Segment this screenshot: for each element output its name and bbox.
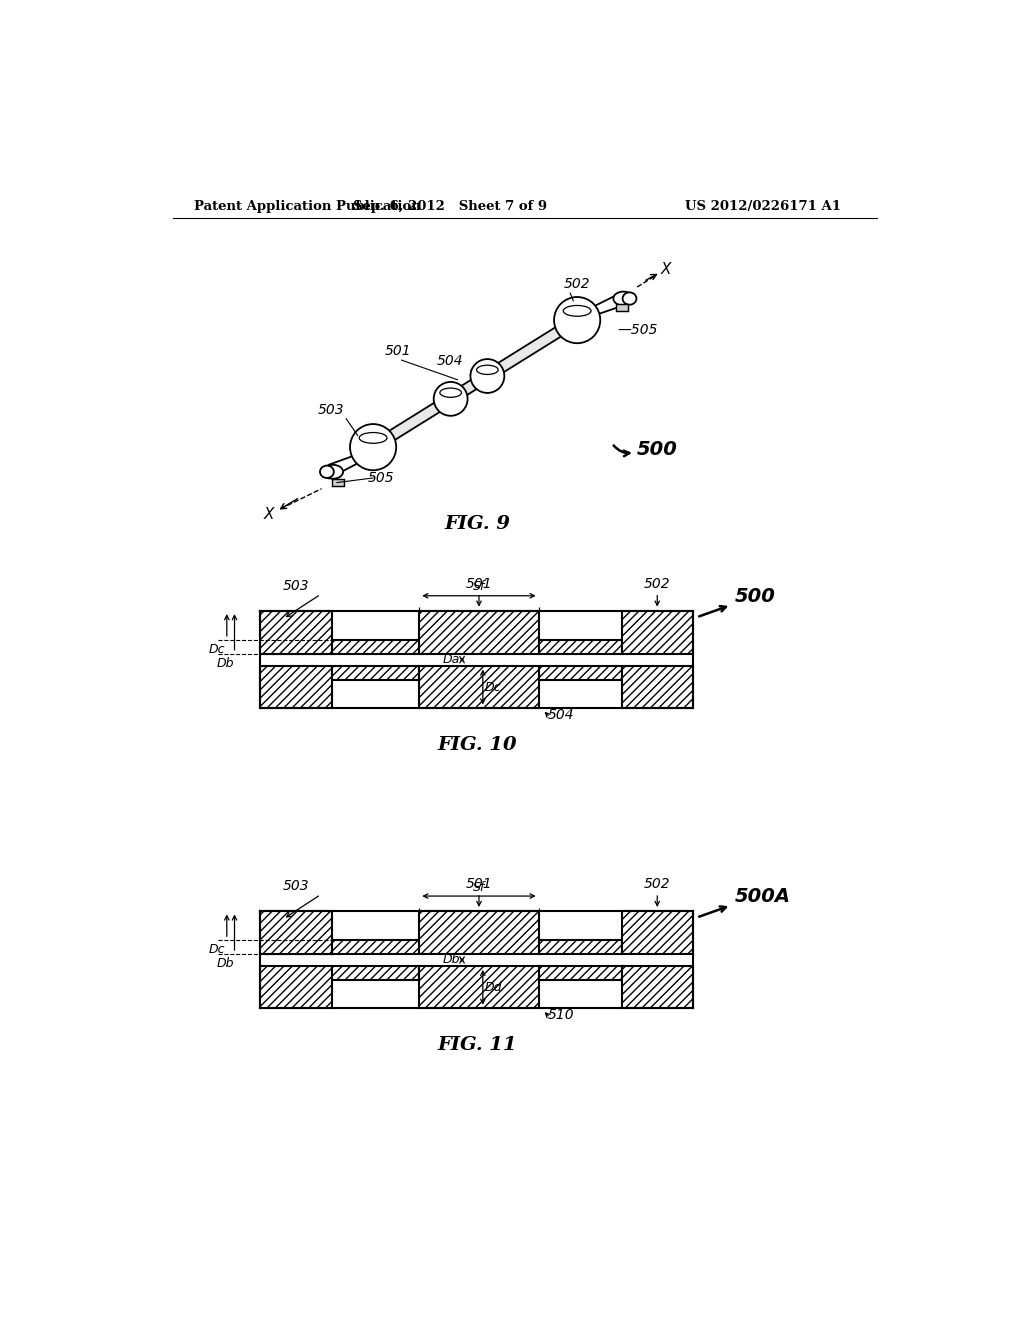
Text: Sf: Sf [473, 880, 485, 894]
Polygon shape [332, 479, 344, 486]
Circle shape [554, 297, 600, 343]
Text: 504: 504 [436, 354, 463, 368]
Ellipse shape [563, 305, 591, 317]
Text: 503: 503 [318, 403, 345, 417]
Text: Dc: Dc [209, 643, 225, 656]
Text: 500: 500 [637, 440, 678, 459]
Ellipse shape [440, 388, 462, 397]
Text: 501: 501 [385, 343, 412, 358]
Text: 501: 501 [466, 878, 493, 891]
Text: 502: 502 [644, 878, 671, 891]
Polygon shape [539, 966, 622, 979]
Polygon shape [594, 292, 624, 315]
Circle shape [434, 381, 468, 416]
Polygon shape [260, 611, 333, 653]
Polygon shape [419, 611, 539, 653]
Text: Dc: Dc [209, 942, 225, 956]
Text: X: X [660, 261, 671, 277]
Ellipse shape [359, 433, 387, 444]
Text: Dc: Dc [485, 681, 502, 693]
Text: 500A: 500A [735, 887, 791, 907]
Polygon shape [260, 665, 333, 708]
Text: Patent Application Publication: Patent Application Publication [194, 199, 421, 213]
Polygon shape [333, 640, 419, 653]
Polygon shape [622, 611, 692, 653]
Polygon shape [622, 665, 692, 708]
Text: Da: Da [442, 653, 460, 667]
Text: 503: 503 [283, 879, 309, 892]
Text: 501: 501 [466, 577, 493, 591]
Polygon shape [419, 911, 539, 954]
Text: Db: Db [217, 957, 234, 970]
Polygon shape [333, 966, 419, 979]
Text: 505: 505 [368, 471, 394, 484]
Text: X: X [264, 507, 274, 523]
Text: 510: 510 [548, 1008, 574, 1022]
Text: 500: 500 [735, 587, 776, 606]
Ellipse shape [319, 466, 334, 478]
Text: FIG. 10: FIG. 10 [437, 737, 517, 754]
Polygon shape [539, 640, 622, 653]
Text: Sep. 6, 2012   Sheet 7 of 9: Sep. 6, 2012 Sheet 7 of 9 [353, 199, 547, 213]
Text: FIG. 9: FIG. 9 [444, 515, 510, 533]
Ellipse shape [623, 293, 637, 305]
Ellipse shape [613, 292, 634, 305]
Polygon shape [333, 940, 419, 954]
Text: FIG. 11: FIG. 11 [437, 1036, 517, 1055]
Polygon shape [539, 940, 622, 954]
Text: Dd: Dd [485, 981, 503, 994]
Polygon shape [260, 966, 333, 1008]
Polygon shape [333, 665, 419, 680]
Circle shape [470, 359, 504, 393]
Text: Db: Db [217, 656, 234, 669]
Polygon shape [622, 966, 692, 1008]
Polygon shape [615, 304, 628, 312]
Polygon shape [260, 911, 333, 954]
Text: 502: 502 [644, 577, 671, 591]
Text: —505: —505 [617, 323, 657, 337]
Polygon shape [539, 665, 622, 680]
Text: 502: 502 [564, 277, 591, 290]
Text: US 2012/0226171 A1: US 2012/0226171 A1 [685, 199, 841, 213]
Text: Db: Db [442, 953, 460, 966]
Ellipse shape [476, 366, 498, 375]
Text: 504: 504 [548, 708, 574, 722]
Polygon shape [419, 665, 539, 708]
Polygon shape [329, 455, 356, 479]
Text: 503: 503 [283, 578, 309, 593]
Ellipse shape [323, 465, 343, 479]
Text: Sf: Sf [473, 581, 485, 594]
Circle shape [350, 424, 396, 470]
Polygon shape [371, 315, 580, 451]
Polygon shape [419, 966, 539, 1008]
Polygon shape [622, 911, 692, 954]
